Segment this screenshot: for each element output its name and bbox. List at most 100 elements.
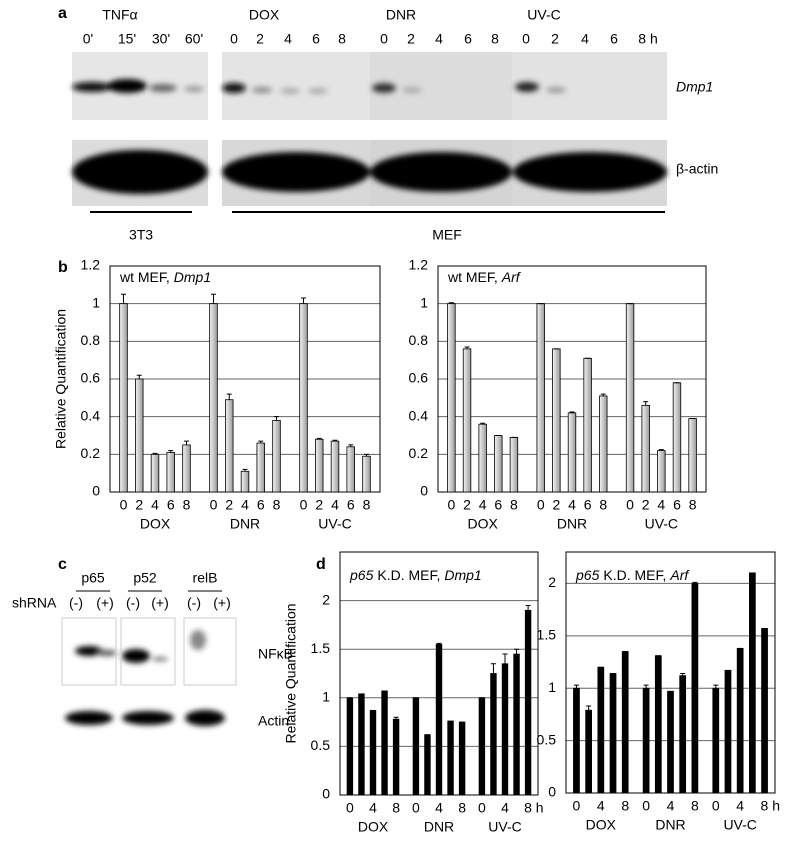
error-bar <box>168 450 174 453</box>
x-tick-label: 2 <box>642 497 650 513</box>
time-label: 0 <box>230 31 238 47</box>
blot <box>183 617 237 686</box>
bar <box>761 628 768 794</box>
x-tick-label: 8 <box>691 798 699 814</box>
x-tick-label: 2 <box>315 497 323 513</box>
bar <box>478 423 487 493</box>
error-bar <box>136 374 142 379</box>
bar <box>490 673 497 796</box>
bar <box>166 452 175 493</box>
bar <box>667 690 674 794</box>
y-tick-label: 2 <box>322 591 330 607</box>
bar <box>621 651 629 794</box>
error-bar <box>316 437 322 440</box>
group-label: DNR <box>557 516 587 532</box>
protein-label: relB <box>193 570 218 586</box>
error-bar <box>502 653 508 664</box>
condition-label: (-) <box>126 595 140 611</box>
bar <box>552 348 561 493</box>
bar <box>609 673 617 794</box>
bar <box>642 687 650 794</box>
x-tick-label: 8 <box>689 497 697 513</box>
bar <box>748 572 756 794</box>
bar <box>567 412 577 493</box>
bar <box>501 663 509 796</box>
y-tick-label: 0.2 <box>409 445 429 461</box>
x-tick-label: 0 <box>537 497 545 513</box>
blot-images <box>61 52 667 726</box>
error-bar <box>301 297 306 304</box>
error-bar <box>569 411 575 413</box>
y-tick-label: 1 <box>548 679 556 695</box>
bar <box>150 453 160 493</box>
bar <box>424 734 431 796</box>
bar <box>597 666 605 794</box>
x-tick-label: 4 <box>597 798 605 814</box>
x-tick-label: 0 <box>478 800 486 816</box>
time-label: 4 <box>284 31 292 47</box>
x-tick-label: 8 <box>273 497 281 513</box>
bar <box>330 440 340 493</box>
y-tick-label: 1.5 <box>537 627 557 643</box>
annotation-part: p65 <box>349 567 374 583</box>
x-tick-label: 6 <box>673 497 681 513</box>
y-tick-label: 0.8 <box>409 332 429 348</box>
error-bar <box>713 684 719 689</box>
group-label: UV-C <box>488 819 521 835</box>
bar <box>494 435 503 493</box>
time-label: 30' <box>152 31 170 47</box>
gene-label: β-actin <box>676 161 718 177</box>
bar <box>369 710 377 796</box>
time-label: 6 <box>610 31 618 47</box>
group-label: DNR <box>230 516 260 532</box>
condition-label: (-) <box>187 595 201 611</box>
time-label: 2 <box>551 31 559 47</box>
time-label: 15' <box>118 31 136 47</box>
gene-label: Dmp1 <box>676 79 713 95</box>
bar <box>209 303 218 493</box>
x-tick-label: 0 <box>626 497 634 513</box>
x-tick-label: 0 <box>712 798 720 814</box>
error-bar <box>226 393 232 400</box>
y-tick-label: 1 <box>420 294 428 310</box>
error-bar <box>364 453 369 457</box>
bar <box>381 690 388 796</box>
error-bar <box>643 684 649 689</box>
y-tick-label: 1.2 <box>81 257 101 273</box>
annotation-part: Dmp1 <box>444 567 481 583</box>
group-label: UV-C <box>645 516 678 532</box>
y-tick-label: 0.4 <box>409 407 429 423</box>
row-label: NFκB <box>258 646 293 662</box>
time-label: 6 <box>312 31 320 47</box>
error-bar <box>211 293 216 304</box>
bar <box>509 436 519 493</box>
blot <box>61 617 117 686</box>
bar <box>672 382 682 493</box>
panel-letter: c <box>58 556 67 573</box>
annotation-part: Dmp1 <box>174 269 211 285</box>
x-tick-label: 4 <box>568 497 576 513</box>
error-bar <box>692 581 698 584</box>
bar <box>625 303 635 493</box>
error-bar <box>258 440 264 444</box>
annotation: wt MEF, Dmp1 <box>119 269 211 285</box>
treatment-label: DOX <box>249 7 280 23</box>
bar <box>435 643 443 796</box>
bar <box>573 687 580 794</box>
time-label: 2 <box>407 31 415 47</box>
error-bar <box>600 393 606 396</box>
bar <box>585 709 593 794</box>
treatment-label: TNFα <box>102 7 137 23</box>
x-tick-label: 4 <box>657 497 665 513</box>
error-bar <box>480 422 486 425</box>
y-tick-label: 0.6 <box>409 370 429 386</box>
error-bar <box>464 346 470 349</box>
bar <box>362 455 371 493</box>
y-tick-label: 1 <box>92 294 100 310</box>
x-tick-label: 0 <box>642 798 650 814</box>
y-tick-label: 0 <box>322 786 330 802</box>
cell-label: MEF <box>432 227 462 243</box>
annotation: p65 K.D. MEF, Arf <box>575 567 690 583</box>
bar <box>641 404 650 493</box>
bar <box>654 655 662 794</box>
